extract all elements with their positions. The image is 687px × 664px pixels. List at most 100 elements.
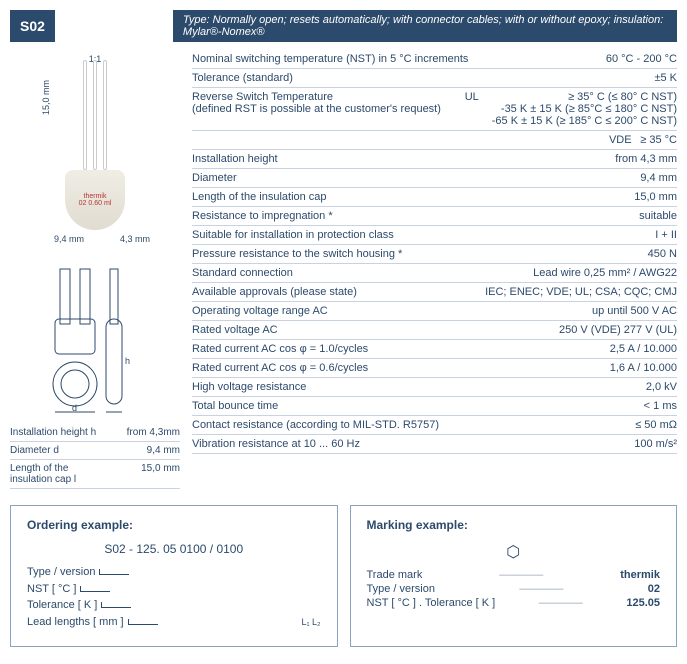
sensor-body: thermik 02 0.60 ml	[65, 170, 125, 230]
spec-row: High voltage resistance 2,0 kV	[192, 378, 677, 397]
spec-label: Resistance to impregnation *	[192, 210, 599, 222]
spec-row: Suitable for installation in protection …	[192, 226, 677, 245]
dim-label: Installation height h	[10, 427, 96, 438]
spec-value: 450 N	[648, 248, 677, 260]
spec-label: Total bounce time	[192, 400, 604, 412]
spec-row: Vibration resistance at 10 ... 60 Hz 100 …	[192, 435, 677, 454]
spec-table: Nominal switching temperature (NST) in 5…	[192, 50, 677, 489]
marking-row: Trade mark ———— thermik	[367, 568, 661, 582]
spec-row: VDE≥ 35 °C	[192, 131, 677, 150]
spec-value: ≤ 50 mΩ	[635, 419, 677, 431]
spec-value: 2,0 kV	[646, 381, 677, 393]
svg-text:d: d	[72, 403, 77, 413]
spec-value: up until 500 V AC	[592, 305, 677, 317]
spec-value: 60 °C - 200 °C	[606, 53, 677, 65]
spec-label: Diameter	[192, 172, 600, 184]
spec-mid: VDE	[600, 134, 640, 146]
product-badge: S02	[10, 10, 55, 42]
spec-value: suitable	[639, 210, 677, 222]
marking-connector: ————	[539, 597, 583, 609]
type-banner: Type: Normally open; resets automaticall…	[173, 10, 677, 42]
spec-value: 100 m/s²	[634, 438, 677, 450]
spec-row: Rated current AC cos φ = 1.0/cycles 2,5 A…	[192, 340, 677, 359]
ordering-example-box: Ordering example: S02 - 125. 05 0100 / 0…	[10, 505, 338, 647]
spec-label: Tolerance (standard)	[192, 72, 614, 84]
svg-text:h: h	[125, 356, 130, 366]
spec-label: Rated current AC cos φ = 0.6/cycles	[192, 362, 570, 374]
product-photo: 1:1 15,0 mm thermik 02 0.60 ml	[10, 50, 180, 230]
spec-label: Contact resistance (according to MIL-STD…	[192, 419, 595, 431]
spec-row: Nominal switching temperature (NST) in 5…	[192, 50, 677, 69]
spec-value: 9,4 mm	[640, 172, 677, 184]
spec-value: < 1 ms	[644, 400, 677, 412]
ordering-legend: Type / versionNST [ °C ]Tolerance [ K ]L…	[27, 564, 321, 630]
dim-row: Length of the insulation cap l 15,0 mm	[10, 460, 180, 489]
dim-value: from 4,3mm	[127, 427, 180, 438]
marking-example-box: Marking example: ⬡ Trade mark ———— therm…	[350, 505, 678, 647]
spec-value: ±5 K	[654, 72, 677, 84]
dim-value: 15,0 mm	[141, 463, 180, 485]
spec-row: Contact resistance (according to MIL-STD…	[192, 416, 677, 435]
dim-width-2: 4,3 mm	[120, 234, 150, 244]
spec-value: I + II	[655, 229, 677, 241]
marking-row: NST [ °C ] . Tolerance [ K ] ———— 125.05	[367, 596, 661, 610]
marking-value: 02	[648, 583, 660, 595]
marking-label: NST [ °C ] . Tolerance [ K ]	[367, 597, 496, 609]
lead-wire	[103, 60, 107, 170]
lead-wire	[93, 60, 97, 170]
marking-label: Type / version	[367, 583, 435, 595]
spec-row: Rated voltage AC 250 V (VDE) 277 V (UL)	[192, 321, 677, 340]
spec-value: Lead wire 0,25 mm² / AWG22	[533, 267, 677, 279]
dim-row: Installation height h from 4,3mm	[10, 424, 180, 442]
spec-label: Vibration resistance at 10 ... 60 Hz	[192, 438, 594, 450]
technical-drawing: d h	[10, 264, 180, 414]
marking-row: Type / version ———— 02	[367, 582, 661, 596]
spec-value: ≥ 35° C (≤ 80° C NST) -35 K ± 15 K (≥ 85…	[492, 91, 677, 127]
marking-connector: ————	[519, 583, 563, 595]
spec-row: Resistance to impregnation * suitable	[192, 207, 677, 226]
marking-connector: ————	[499, 569, 543, 581]
spec-label: Pressure resistance to the switch housin…	[192, 248, 608, 260]
lead-wire	[83, 60, 87, 170]
marking-title: Marking example:	[367, 518, 661, 532]
spec-row: Diameter 9,4 mm	[192, 169, 677, 188]
spec-row: Operating voltage range ACup until 500 V…	[192, 302, 677, 321]
spec-row: Available approvals (please state) IEC; E…	[192, 283, 677, 302]
marking-value: thermik	[620, 569, 660, 581]
spec-label: Reverse Switch Temperature (defined RST …	[192, 91, 452, 115]
spec-value: from 4,3 mm	[615, 153, 677, 165]
spec-row: Pressure resistance to the switch housin…	[192, 245, 677, 264]
ordering-code: S02 - 125. 05 0100 / 0100	[27, 542, 321, 556]
dim-label: Length of the insulation cap l	[10, 463, 76, 485]
dim-width-1: 9,4 mm	[54, 234, 84, 244]
spec-label: Suitable for installation in protection …	[192, 229, 615, 241]
spec-label: Available approvals (please state)	[192, 286, 445, 298]
dim-value: 9,4 mm	[147, 445, 180, 456]
dimension-table: Installation height h from 4,3mm Diameter …	[10, 424, 180, 489]
spec-mid: UL	[452, 91, 492, 103]
spec-value: 250 V (VDE) 277 V (UL)	[559, 324, 677, 336]
spec-label: High voltage resistance	[192, 381, 606, 393]
spec-value: 2,5 A / 10.000	[610, 343, 677, 355]
dim-height: 15,0 mm	[41, 80, 51, 115]
spec-value: ≥ 35 °C	[640, 134, 677, 146]
ordering-line: NST [ °C ]	[27, 581, 321, 598]
dim-label: Diameter d	[10, 445, 59, 456]
spec-row: Total bounce time < 1 ms	[192, 397, 677, 416]
spec-row: Standard connection Lead wire 0,25 mm² / …	[192, 264, 677, 283]
model-mark: 02 0.60 ml	[79, 200, 112, 207]
spec-label: Installation height	[192, 153, 575, 165]
brand-mark: thermik	[84, 193, 107, 200]
marking-label: Trade mark	[367, 569, 423, 581]
ordering-line: Tolerance [ K ]	[27, 597, 321, 614]
spec-row: Rated current AC cos φ = 0.6/cycles1,6 A…	[192, 359, 677, 378]
ordering-title: Ordering example:	[27, 518, 321, 532]
spec-label: Length of the insulation cap	[192, 191, 594, 203]
dim-row: Diameter d 9,4 mm	[10, 442, 180, 460]
spec-label: Rated voltage AC	[192, 324, 519, 336]
spec-row: Length of the insulation cap15,0 mm	[192, 188, 677, 207]
spec-label: Rated current AC cos φ = 1.0/cycles	[192, 343, 570, 355]
spec-value: IEC; ENEC; VDE; UL; CSA; CQC; CMJ	[485, 286, 677, 298]
spec-label: Standard connection	[192, 267, 493, 279]
ordering-line: Type / version	[27, 564, 321, 581]
